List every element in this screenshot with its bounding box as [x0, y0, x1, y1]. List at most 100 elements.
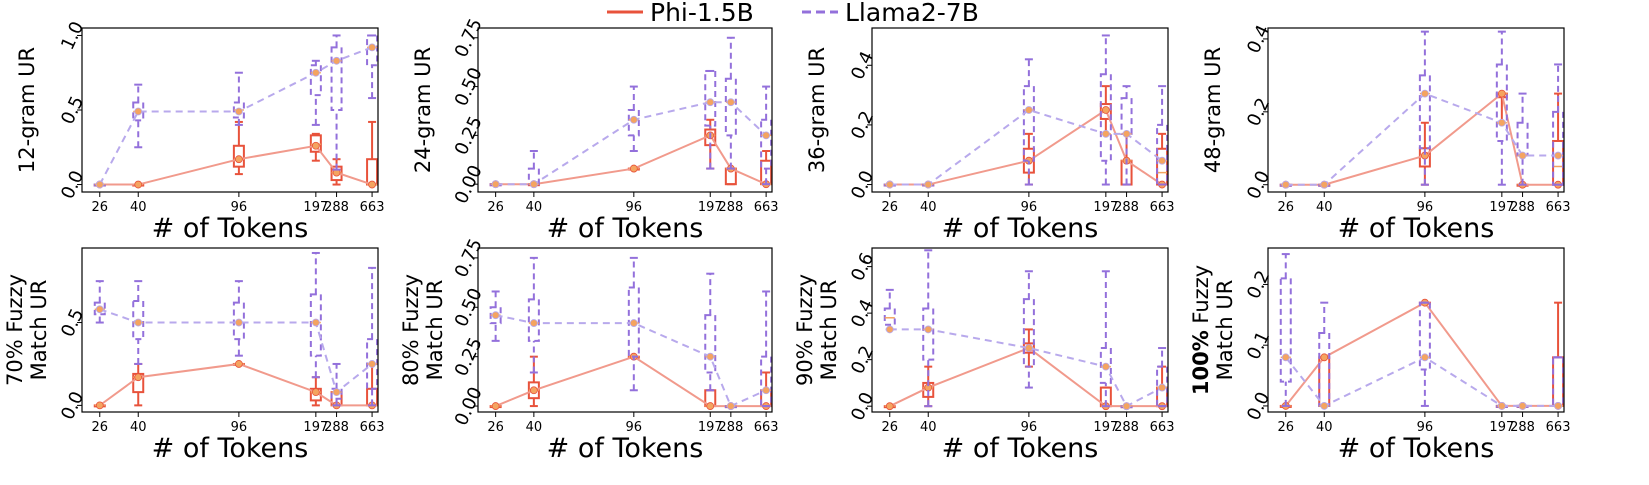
llama-point [924, 180, 933, 189]
llama-point [1158, 383, 1166, 392]
llama-point [311, 68, 320, 77]
llama-point [629, 319, 638, 327]
phi-point [1497, 89, 1506, 98]
llama-line [889, 328, 1163, 408]
x-tick-label: 26 [881, 420, 898, 435]
x-tick-label: 40 [526, 420, 543, 435]
box [1022, 298, 1035, 368]
x-tick-label: 96 [626, 420, 643, 435]
llama-point [1101, 362, 1110, 371]
x-tick-label: 197 [1093, 420, 1118, 435]
x-tick-label: 663 [754, 420, 779, 435]
phi-point [134, 180, 143, 189]
phi-point [529, 386, 538, 395]
y-axis-label: 70% Fuzzy [3, 274, 27, 386]
y-axis-label: 24-gram UR [411, 47, 435, 173]
x-axis-label: # of Tokens [942, 433, 1099, 464]
x-tick-label: 96 [1021, 200, 1038, 215]
llama-point [762, 131, 771, 140]
box [1418, 301, 1431, 371]
x-tick-label: 26 [487, 420, 504, 435]
phi-point [885, 402, 894, 411]
llama-point [95, 180, 104, 189]
box [1120, 97, 1133, 135]
phi-point [234, 360, 243, 368]
plot-frame [871, 247, 1169, 413]
plot-frame [477, 27, 773, 193]
phi-point [95, 401, 104, 410]
box [132, 101, 145, 122]
box [232, 301, 245, 341]
legend-label-llama: Llama2-7B [845, 0, 979, 27]
box [1318, 356, 1331, 407]
phi-point [134, 373, 143, 382]
llama-line [889, 108, 1163, 186]
y-tick-label: 0.2 [847, 343, 878, 378]
box [1099, 347, 1112, 384]
legend: Phi-1.5B Llama2-7B [607, 0, 979, 27]
x-tick-label: 26 [881, 200, 898, 215]
box [760, 355, 773, 408]
box [704, 314, 717, 374]
phi-line [495, 355, 767, 408]
x-tick-label: 40 [130, 420, 147, 435]
box [704, 69, 717, 127]
y-tick-label: 1.0 [57, 18, 88, 53]
x-tick-label: 96 [626, 200, 643, 215]
y-axis-label: 36-gram UR [805, 47, 829, 173]
llama-point [629, 115, 638, 124]
x-tick-label: 663 [1546, 420, 1571, 435]
box [309, 293, 322, 357]
llama-point [1554, 402, 1562, 410]
llama-point [1420, 353, 1429, 362]
llama-point [1320, 402, 1329, 410]
y-axis-label: 90% Fuzzy [793, 274, 817, 386]
llama-point [1320, 180, 1329, 189]
y-axis-label: 48-gram UR [1201, 47, 1225, 173]
x-tick-label: 663 [360, 200, 385, 215]
llama-point [1281, 180, 1290, 189]
y-tick-label: 0.5 [57, 93, 88, 128]
llama-point [726, 402, 735, 410]
llama-point [368, 360, 376, 368]
box [330, 46, 343, 111]
y-tick-label: 0.25 [451, 113, 487, 158]
x-tick-label: 197 [303, 420, 328, 435]
x-tick-label: 288 [1510, 200, 1535, 215]
x-tick-label: 26 [1277, 200, 1294, 215]
x-tick-label: 96 [231, 420, 248, 435]
x-axis-label: # of Tokens [942, 213, 1099, 244]
y-tick-label: 0.50 [451, 64, 487, 109]
x-axis-label: # of Tokens [152, 213, 309, 244]
box [760, 118, 773, 170]
y-tick-label: 0.0 [1243, 389, 1274, 424]
phi-point [368, 180, 376, 189]
llama-point [95, 305, 104, 314]
y-tick-label: 0.0 [57, 388, 88, 423]
llama-line [495, 314, 767, 408]
x-tick-label: 663 [360, 420, 385, 435]
x-tick-label: 26 [91, 200, 108, 215]
x-tick-label: 197 [1489, 200, 1514, 215]
box [1495, 63, 1508, 142]
y-tick-label: 0.0 [1243, 168, 1274, 203]
box [1279, 277, 1292, 383]
x-axis-label: # of Tokens [1338, 433, 1495, 464]
x-tick-label: 40 [1316, 420, 1333, 435]
x-tick-label: 663 [1546, 200, 1571, 215]
y-tick-label: 0.0 [847, 389, 878, 424]
phi-line [889, 108, 1163, 186]
box [1516, 121, 1529, 157]
plot-frame [477, 247, 773, 413]
y-tick-label: 0.6 [847, 250, 878, 285]
llama-point [332, 56, 341, 65]
llama-point [1122, 129, 1131, 138]
llama-point [134, 107, 143, 116]
y-axis-label: 12-gram UR [15, 47, 39, 173]
llama-line [1285, 92, 1559, 186]
x-tick-label: 197 [1093, 200, 1118, 215]
x-tick-label: 40 [130, 200, 147, 215]
llama-point [1554, 151, 1562, 160]
